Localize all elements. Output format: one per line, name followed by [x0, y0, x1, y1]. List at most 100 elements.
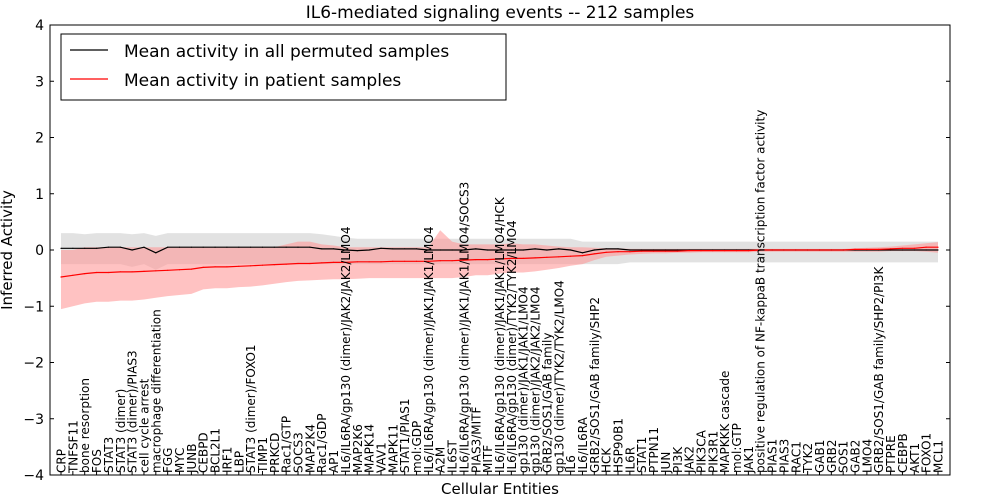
legend-box: [60, 33, 507, 101]
point-series-0-46: [605, 248, 607, 250]
point-series-1-19: [285, 263, 287, 265]
x-tick-label: IL6/IL6RA: [576, 416, 590, 473]
x-tick-label: IL6/IL6RA/gp130 (dimer)/JAK2/JAK2/LMO4: [339, 226, 353, 472]
point-series-1-0: [60, 276, 62, 278]
point-series-1-54: [700, 250, 702, 252]
point-series-1-34: [463, 259, 465, 261]
point-series-1-38: [510, 257, 512, 259]
point-series-1-69: [878, 248, 880, 250]
y-axis-label: Inferred Activity: [0, 190, 16, 310]
point-series-1-50: [653, 250, 655, 252]
point-series-0-13: [214, 246, 216, 248]
x-tick-label: GRB2: [825, 439, 839, 473]
point-series-1-23: [333, 261, 335, 263]
point-series-0-74: [937, 249, 939, 251]
x-tick-label: PIAS1: [766, 439, 780, 473]
chart-title: IL6-mediated signaling events -- 212 sam…: [306, 3, 695, 23]
point-series-1-42: [558, 256, 560, 258]
point-series-1-4: [107, 271, 109, 274]
point-series-0-29: [404, 248, 406, 250]
point-series-0-16: [250, 246, 252, 248]
point-series-0-38: [510, 249, 512, 251]
y-tick-label: −1: [23, 299, 44, 315]
point-series-0-36: [487, 249, 489, 251]
x-tick-label: TNFSF11: [66, 420, 80, 474]
point-series-1-44: [581, 255, 584, 257]
x-tick-label: Rac1/GDP: [315, 413, 329, 472]
x-tick-label: JAK2: [683, 446, 697, 474]
point-series-1-22: [321, 262, 323, 264]
point-series-1-67: [854, 248, 856, 250]
point-series-1-70: [890, 248, 892, 250]
point-series-1-65: [830, 249, 832, 251]
point-series-0-22: [321, 248, 323, 250]
x-tick-label: HCK: [600, 447, 614, 473]
point-series-1-62: [795, 249, 797, 251]
point-series-1-43: [570, 255, 572, 257]
x-tick-label: Rac1/GTP: [280, 416, 294, 473]
point-series-1-64: [818, 249, 821, 251]
point-series-0-73: [925, 249, 927, 251]
point-series-0-9: [167, 246, 169, 248]
x-tick-label: STAT3 (dimer)/FOXO1: [244, 344, 258, 473]
x-tick-label: PIAS3: [777, 439, 791, 473]
x-tick-label: IL6/IL6RA/gp130 (dimer)/JAK1/JAK1/LMO4/H…: [493, 196, 507, 473]
point-series-0-31: [427, 249, 429, 251]
point-series-0-24: [344, 249, 346, 251]
x-tick-label: gp130 (dimer)/TYK2/TYK2/LMO4: [552, 280, 566, 473]
point-series-1-58: [747, 250, 750, 252]
point-series-1-2: [84, 273, 86, 275]
point-series-1-53: [688, 250, 690, 252]
x-axis-label: Cellular Entities: [441, 480, 559, 498]
x-tick-label: MAP2K6: [351, 424, 365, 473]
x-tick-label: PRKCD: [268, 433, 282, 473]
point-series-0-21: [309, 246, 311, 248]
legend-label-permuted: Mean activity in all permuted samples: [124, 42, 449, 62]
point-series-1-31: [427, 260, 429, 262]
x-tick-label: GRB2/SOS1/GAB family/SHP2/PI3K: [872, 265, 886, 473]
x-tick-label: PTPN11: [647, 427, 661, 473]
point-series-0-33: [451, 249, 453, 251]
point-series-0-25: [356, 250, 358, 252]
x-tick-label: MYC: [173, 448, 187, 473]
x-tick-label: GRB2/SOS1/GAB family: [540, 332, 554, 473]
point-series-1-16: [250, 265, 252, 267]
point-series-1-72: [913, 247, 915, 249]
x-tick-label: RAC1: [789, 441, 803, 473]
point-series-1-39: [522, 257, 524, 259]
point-series-1-68: [866, 248, 868, 250]
y-tick-label: 1: [35, 187, 44, 203]
x-tick-label: GAB1: [813, 440, 827, 473]
x-tick-label: FOXO1: [920, 433, 934, 473]
x-tick-label: PIK3R1: [706, 431, 720, 473]
point-series-1-74: [937, 246, 939, 248]
x-tick-label: positive regulation of NF-kappaB transcr…: [754, 110, 768, 473]
x-tick-label: PIAS3/MITF: [469, 407, 483, 474]
point-series-0-47: [617, 248, 619, 250]
point-series-0-72: [913, 249, 915, 251]
point-series-1-1: [72, 274, 74, 276]
x-tick-label: IRF1: [220, 447, 234, 473]
x-tick-label: HSP90B1: [612, 418, 626, 473]
point-series-0-30: [415, 248, 418, 250]
x-tick-label: SOCS3: [292, 432, 306, 473]
point-series-1-10: [178, 269, 181, 271]
point-series-1-18: [273, 264, 275, 266]
legend: Mean activity in all permuted samples Me…: [60, 33, 507, 101]
x-tick-label: FGG: [161, 448, 175, 474]
x-tick-label: bone resorption: [78, 378, 92, 473]
point-series-1-73: [925, 246, 927, 248]
point-series-1-36: [487, 259, 489, 261]
point-series-1-15: [238, 265, 240, 267]
x-tick-label: IL6/IL6RA/gp130 (dimer)/TYK2/TYK2/LMO4: [505, 220, 519, 473]
point-series-1-13: [214, 266, 216, 268]
y-tick-label: 2: [35, 131, 44, 147]
point-series-0-8: [155, 252, 157, 254]
point-series-0-49: [641, 249, 643, 251]
point-series-0-50: [653, 249, 655, 251]
point-series-1-59: [759, 249, 761, 251]
y-tick-label: −3: [23, 412, 44, 428]
point-series-1-41: [546, 256, 548, 258]
point-series-1-40: [534, 257, 536, 259]
